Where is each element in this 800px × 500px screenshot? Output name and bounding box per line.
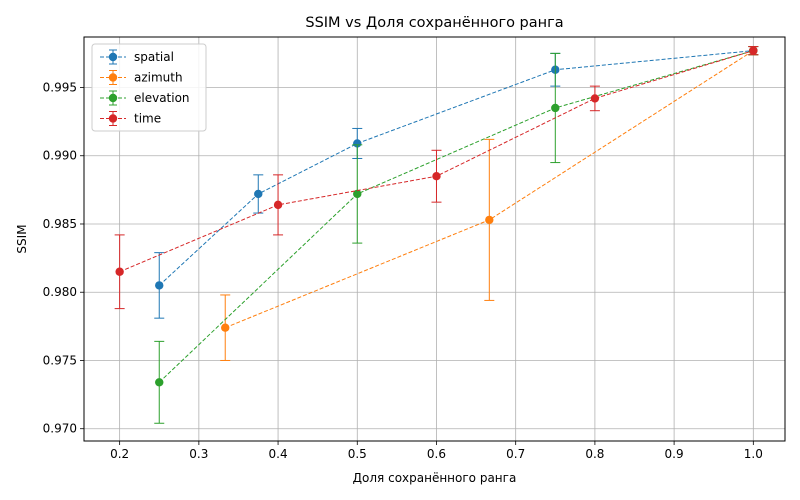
data-point [115, 267, 124, 276]
legend-marker [108, 52, 118, 62]
legend: spatial azimuth elevation time [91, 43, 207, 132]
data-point [353, 139, 362, 148]
legend-box [91, 43, 207, 132]
y-tick-label: 0.975 [43, 353, 77, 367]
series-azimuth [220, 46, 759, 361]
legend-marker [108, 73, 118, 82]
data-point [432, 172, 441, 181]
x-tick-label: 1.0 [744, 447, 763, 461]
data-point [551, 103, 560, 113]
x-tick-label: 0.4 [269, 447, 288, 461]
y-tick-label: 0.980 [43, 285, 77, 299]
y-tick-label: 0.990 [43, 149, 77, 163]
legend-item-time: time [100, 111, 161, 126]
data-point [273, 200, 283, 210]
y-tick-label: 0.970 [43, 422, 77, 436]
data-point [221, 323, 230, 332]
series-line-spatial [158, 50, 754, 286]
data-point [749, 46, 758, 55]
data-point [254, 189, 263, 199]
x-axis-label: Доля сохранённого ранга [353, 471, 517, 485]
plot-frame [83, 36, 786, 442]
legend-marker [108, 93, 118, 103]
x-tick-label: 0.3 [189, 447, 208, 461]
series-line-elevation [158, 50, 754, 383]
data-point [485, 215, 494, 225]
data-point [353, 189, 362, 199]
x-tick-label: 0.8 [585, 447, 604, 461]
x-tick-label: 0.7 [506, 447, 525, 461]
legend-item-azimuth: azimuth [100, 70, 183, 85]
legend-marker [108, 114, 118, 123]
x-tick-label: 0.2 [110, 447, 129, 461]
series-elevation [154, 46, 759, 424]
x-tick-label: 0.9 [665, 447, 684, 461]
legend-label: elevation [134, 91, 190, 105]
series-layer [114, 46, 759, 424]
series-time [114, 46, 759, 310]
legend-label: time [134, 112, 161, 126]
data-point [155, 281, 164, 290]
legend-label: spatial [134, 50, 174, 64]
y-tick-label: 0.985 [43, 217, 77, 231]
grid [84, 37, 785, 441]
data-point [590, 94, 600, 103]
y-axis-label: SSIM [15, 224, 29, 253]
data-point [155, 378, 164, 387]
legend-item-spatial: spatial [100, 49, 174, 65]
y-tick-label: 0.995 [43, 81, 77, 95]
axis-ticks: 0.2 0.3 0.4 0.5 0.6 0.7 0.8 0.9 1.0 0.970 0.975 0.9… [43, 81, 763, 462]
legend-label: azimuth [134, 71, 183, 85]
x-tick-label: 0.6 [427, 447, 446, 461]
x-tick-label: 0.5 [348, 447, 367, 461]
legend-item-elevation: elevation [100, 90, 190, 106]
chart-title: SSIM vs Доля сохранённого ранга [305, 15, 563, 31]
